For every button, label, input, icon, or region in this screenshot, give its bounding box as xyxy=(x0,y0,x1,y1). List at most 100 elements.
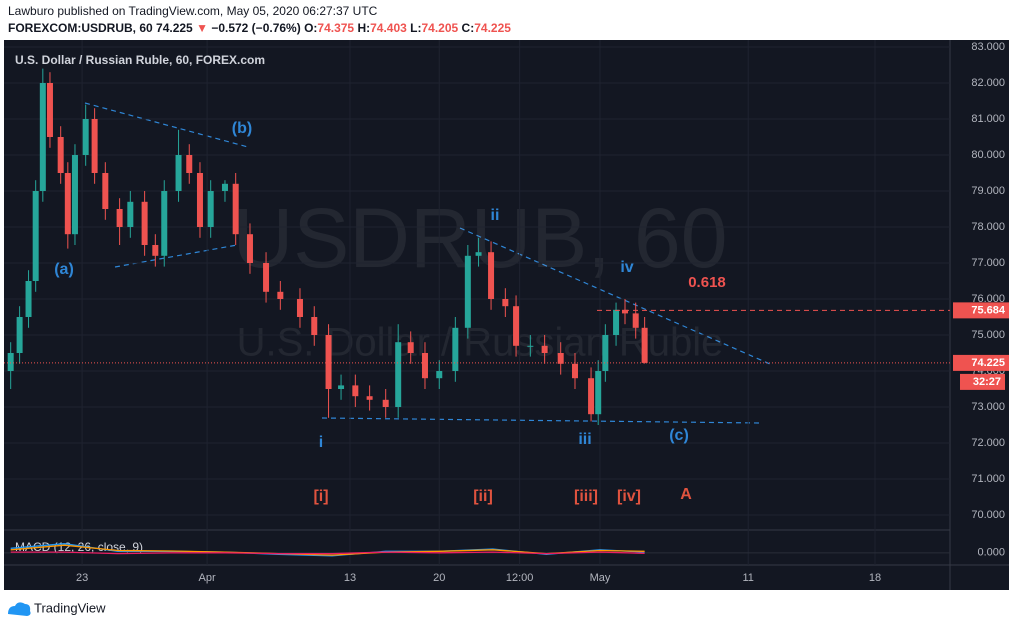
candle-body xyxy=(7,353,14,371)
y-tick-label: 82.000 xyxy=(971,77,1005,89)
chart-title: U.S. Dollar / Russian Ruble, 60, FOREX.c… xyxy=(15,53,265,67)
trendline xyxy=(84,102,249,148)
candle-body xyxy=(141,201,148,245)
candle-body xyxy=(621,309,628,314)
trendline xyxy=(321,417,761,424)
y-tick-label: 80.000 xyxy=(971,149,1005,161)
x-tick-label: Apr xyxy=(199,572,216,584)
change-arrow: ▼ xyxy=(196,21,208,35)
annotation: i xyxy=(319,434,323,451)
symbol-line: FOREXCOM:USDRUB, 60 74.225 ▼ −0.572 (−0.… xyxy=(8,21,511,35)
x-tick-label: 23 xyxy=(76,572,88,584)
candle-body xyxy=(161,191,168,256)
candle-body xyxy=(436,371,443,379)
candle-body xyxy=(91,119,98,173)
x-tick-label: 12:00 xyxy=(506,572,534,584)
x-tick-label: May xyxy=(590,572,611,584)
annotation: iii xyxy=(578,431,591,448)
candle-body xyxy=(196,173,203,227)
candle-body xyxy=(382,399,389,407)
candle-body xyxy=(82,119,89,155)
candle-body xyxy=(277,291,284,299)
y-tick-label: 81.000 xyxy=(971,113,1005,125)
candle-body xyxy=(325,335,332,389)
candle-body xyxy=(632,313,639,328)
annotation: [iv] xyxy=(617,488,641,505)
candle-body xyxy=(263,263,270,292)
candle-body xyxy=(595,371,602,415)
price-label: 75.684 xyxy=(971,304,1006,316)
watermark: USDRUB, 60 xyxy=(233,191,728,285)
last-price: 74.225 xyxy=(156,21,193,35)
candle-body xyxy=(71,155,78,235)
candle-body xyxy=(502,299,509,307)
candle-body xyxy=(557,353,564,364)
candle-body xyxy=(488,252,495,299)
annotation: 0.618 xyxy=(688,274,726,291)
annotation: [ii] xyxy=(473,488,493,505)
candle-body xyxy=(246,234,253,263)
y-tick-label: 75.000 xyxy=(971,329,1005,341)
macd-line xyxy=(10,543,645,557)
countdown-box xyxy=(960,373,1005,390)
ohlc-label: O: xyxy=(304,21,317,35)
candle-body xyxy=(541,345,548,353)
y-tick-label: 72.000 xyxy=(971,437,1005,449)
candle-body xyxy=(232,183,239,235)
annotation: [iii] xyxy=(574,488,598,505)
candle-body xyxy=(102,173,109,209)
annotation: [i] xyxy=(313,488,328,505)
ohlc-value: 74.375 xyxy=(317,21,354,35)
candle-body xyxy=(366,396,373,400)
countdown: 32:27 xyxy=(973,376,1001,388)
ohlc-label: H: xyxy=(357,21,370,35)
candle-body xyxy=(452,327,459,371)
y-tick-label: 71.000 xyxy=(971,473,1005,485)
publisher: Lawburo published on TradingView.com, Ma… xyxy=(8,4,378,18)
candle-body xyxy=(207,191,214,227)
price-label-box xyxy=(953,354,1009,371)
y-tick-label: 78.000 xyxy=(971,221,1005,233)
y-tick-label: 76.000 xyxy=(971,293,1005,305)
x-tick-label: 13 xyxy=(344,572,356,584)
candle-body xyxy=(186,155,193,173)
x-tick-label: 18 xyxy=(869,572,881,584)
candle-body xyxy=(46,83,53,137)
symbol: FOREXCOM:USDRUB, 60 xyxy=(8,21,153,35)
candle-body xyxy=(571,363,578,379)
ohlc-label: L: xyxy=(410,21,421,35)
candle-body xyxy=(352,385,359,397)
ohlc-label: C: xyxy=(462,21,475,35)
candle-body xyxy=(641,327,648,363)
annotation: (a) xyxy=(54,261,74,278)
watermark-subtitle: U.S. Dollar / Russian Ruble xyxy=(237,321,724,365)
price-label: 74.225 xyxy=(971,357,1005,369)
price-label-box xyxy=(953,302,1009,319)
candle-body xyxy=(127,201,134,227)
ohlc-value: 74.225 xyxy=(474,21,511,35)
x-tick-label: 20 xyxy=(433,572,445,584)
annotation: (b) xyxy=(232,120,252,137)
candle-body xyxy=(421,353,428,379)
candle-body xyxy=(407,342,414,353)
candle-body xyxy=(513,306,520,346)
candle-body xyxy=(39,83,46,191)
candle-body xyxy=(613,309,620,335)
candle-body xyxy=(57,137,64,173)
brand: TradingView xyxy=(34,600,106,615)
trendline xyxy=(459,227,771,365)
x-tick-label: 11 xyxy=(742,572,753,584)
candle-body xyxy=(602,335,609,371)
annotation: ii xyxy=(491,207,500,224)
y-tick-label: 73.000 xyxy=(971,401,1005,413)
annotation: A xyxy=(680,486,692,503)
candle-body xyxy=(175,155,182,191)
annotation: (c) xyxy=(669,427,689,444)
candle-body xyxy=(296,299,303,317)
y-tick-label: 79.000 xyxy=(971,185,1005,197)
y-tick-label: 70.000 xyxy=(971,509,1005,521)
candle-body xyxy=(25,281,32,317)
footer-logo: TradingView xyxy=(8,600,106,616)
